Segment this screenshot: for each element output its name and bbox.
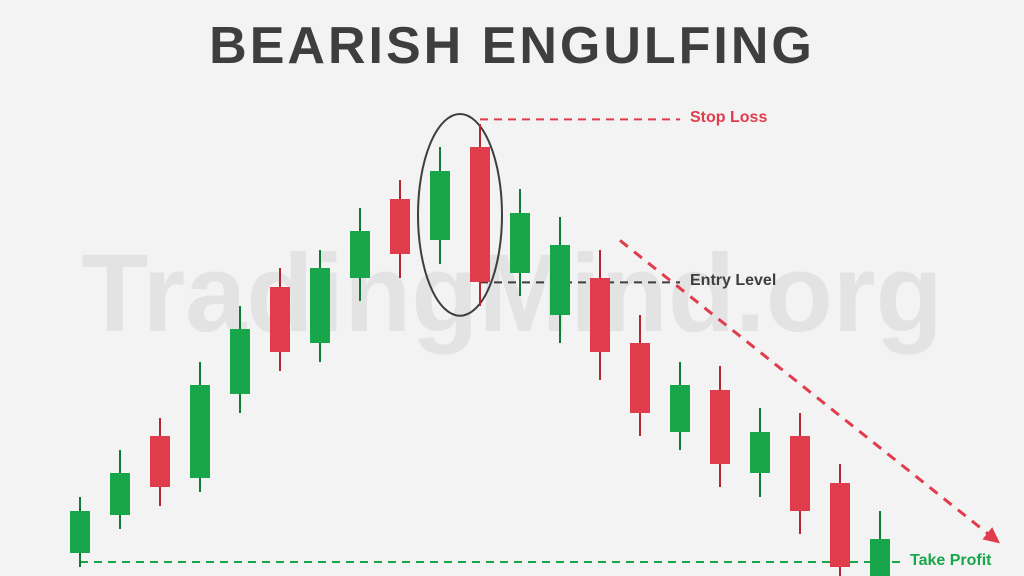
chart-canvas: BEARISH ENGULFING TradingMind.org Stop L…: [0, 0, 1024, 576]
candle-body: [790, 436, 810, 511]
candle-body: [750, 432, 770, 474]
candle-body: [390, 199, 410, 255]
stop-loss-label: Stop Loss: [690, 109, 767, 127]
candle-body: [630, 343, 650, 413]
candle-body: [150, 436, 170, 487]
candle-body: [670, 385, 690, 432]
overlay-svg: [0, 0, 1024, 576]
candle-body: [190, 385, 210, 478]
entry-level-label: Entry Level: [690, 272, 776, 290]
candle-body: [550, 245, 570, 315]
candle-body: [70, 511, 90, 553]
candle-body: [110, 473, 130, 515]
candle-body: [230, 329, 250, 394]
candle-body: [470, 147, 490, 282]
chart-title: BEARISH ENGULFING: [0, 16, 1024, 76]
candle-body: [430, 171, 450, 241]
candle-body: [830, 483, 850, 567]
candle-body: [270, 287, 290, 352]
candle-body: [310, 268, 330, 343]
take-profit-label: Take Profit: [910, 552, 992, 570]
candle-body: [590, 278, 610, 353]
candle-body: [510, 213, 530, 274]
candle-body: [710, 390, 730, 465]
trend-arrow-head: [982, 527, 1000, 543]
candle-body: [870, 539, 890, 576]
candle-body: [350, 231, 370, 278]
